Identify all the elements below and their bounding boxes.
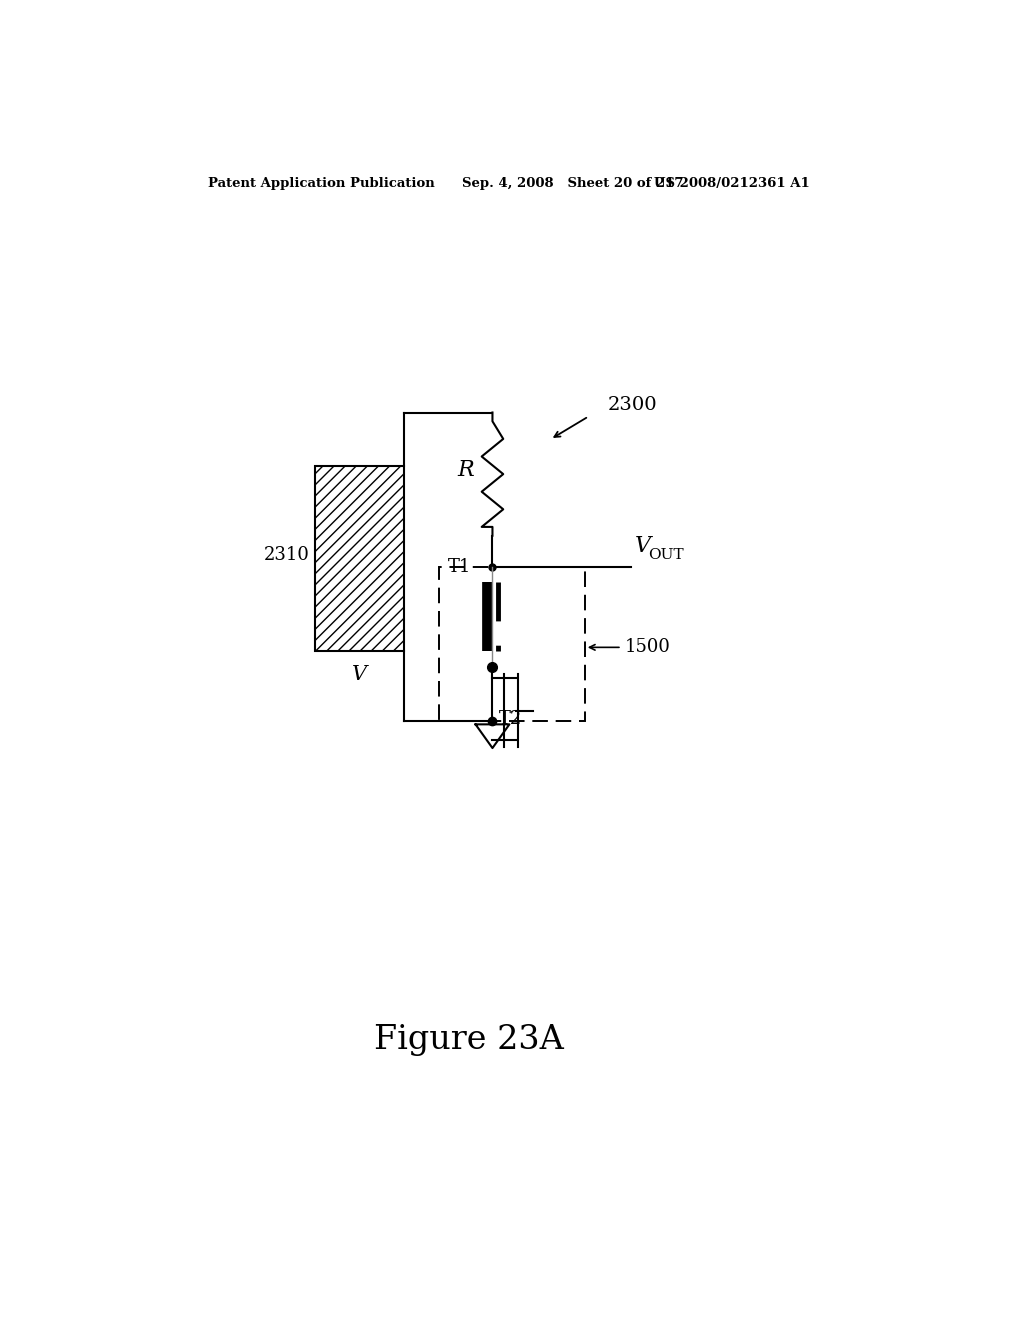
Bar (438, 566, 585, 721)
Text: US 2008/0212361 A1: US 2008/0212361 A1 (654, 177, 810, 190)
Bar (315, 466, 403, 651)
Text: V: V (635, 536, 651, 557)
Text: T2: T2 (499, 710, 522, 727)
Text: 2310: 2310 (263, 546, 309, 564)
Text: R: R (457, 459, 474, 482)
Text: OUT: OUT (648, 548, 684, 562)
Text: Figure 23A: Figure 23A (375, 1024, 564, 1056)
Text: T1: T1 (447, 557, 471, 576)
Text: V: V (352, 665, 368, 684)
Text: 1500: 1500 (625, 639, 671, 656)
Text: Sep. 4, 2008   Sheet 20 of 217: Sep. 4, 2008 Sheet 20 of 217 (462, 177, 683, 190)
Text: 2300: 2300 (608, 396, 657, 413)
Text: Patent Application Publication: Patent Application Publication (208, 177, 434, 190)
